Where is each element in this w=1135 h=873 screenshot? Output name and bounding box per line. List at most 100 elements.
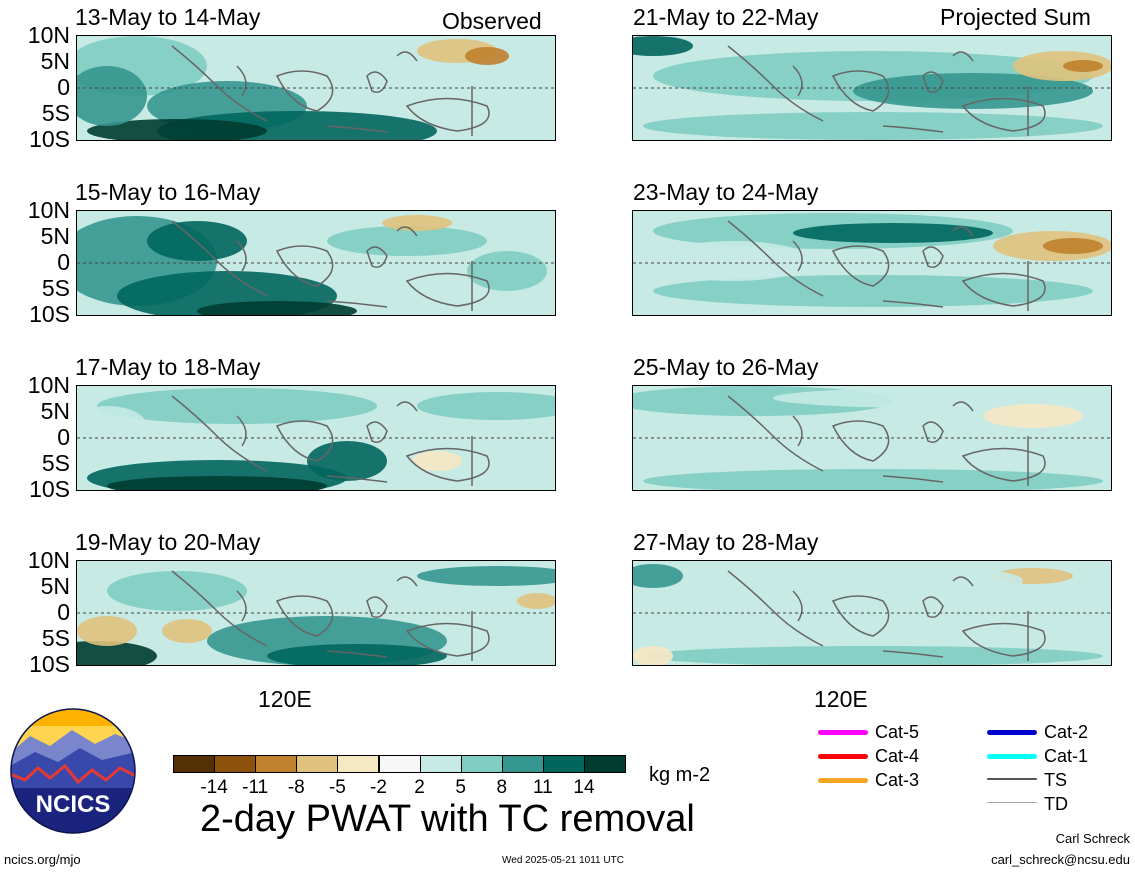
- coastline: [275, 70, 334, 112]
- footer-url: ncics.org/mjo: [4, 852, 81, 867]
- field-contour: [653, 241, 813, 281]
- coastline: [922, 421, 944, 443]
- coastline: [952, 226, 974, 237]
- field-contour: [653, 275, 1093, 307]
- colorbar-box: [501, 755, 544, 773]
- legend-swatch: [987, 730, 1037, 735]
- legend-label: TD: [1044, 794, 1068, 814]
- coastline: [405, 272, 490, 307]
- coastline: [792, 240, 803, 272]
- lat-tick-label: 5N: [40, 398, 70, 424]
- lat-tick-label: 10N: [27, 547, 70, 573]
- coastline: [922, 246, 944, 268]
- panel-title-left-2: 15-May to 16-May: [75, 179, 261, 205]
- coastline: [727, 395, 824, 472]
- field-contour: [347, 56, 467, 96]
- panel-title-left-4: 19-May to 20-May: [75, 529, 261, 555]
- lat-tick-label: 5S: [41, 625, 70, 651]
- coastline: [831, 420, 890, 462]
- lat-tick-label: 5N: [40, 223, 70, 249]
- field-contour: [197, 301, 357, 315]
- coastline: [396, 401, 418, 412]
- coastline: [792, 415, 803, 447]
- coastline: [405, 97, 490, 132]
- lat-tick-label: 10S: [29, 651, 70, 677]
- colorbar-tick-label: 8: [496, 777, 508, 798]
- coastline: [831, 245, 890, 287]
- lat-tick-label: 10S: [29, 126, 70, 152]
- coastline: [961, 97, 1046, 132]
- legend-swatch: [987, 778, 1037, 780]
- lat-tick-label: 5S: [41, 100, 70, 126]
- coastline: [727, 220, 824, 297]
- coastline: [326, 300, 388, 308]
- colorbar-box: [255, 755, 298, 773]
- coastline: [952, 51, 974, 62]
- lat-tick-label: 10S: [29, 301, 70, 327]
- colorbar-box: [419, 755, 462, 773]
- lat-tick-label: 5N: [40, 48, 70, 74]
- colorbar-tick-label: 5: [455, 777, 466, 798]
- projected-label: Projected Sum: [940, 4, 1091, 30]
- coastline: [792, 590, 803, 622]
- lon-label-left: 120E: [258, 686, 312, 712]
- coastline: [236, 240, 247, 272]
- colorbar-box: [214, 755, 257, 773]
- field-contour: [517, 593, 555, 609]
- panel-title-left-3: 17-May to 18-May: [75, 354, 261, 380]
- coastline: [882, 125, 944, 133]
- field-contour: [87, 119, 267, 140]
- coastline: [396, 576, 418, 587]
- logo-text: NCICS: [36, 791, 111, 818]
- coastline: [236, 415, 247, 447]
- map-panel-right-4: [632, 560, 1112, 666]
- coastline: [236, 65, 247, 97]
- legend-label: Cat-3: [875, 770, 920, 790]
- colorbar-tick-label: 11: [533, 777, 553, 798]
- coastline: [171, 45, 268, 122]
- colorbar-box: [460, 755, 503, 773]
- field-contour: [1063, 60, 1103, 72]
- field-contour: [327, 226, 487, 256]
- coastline: [366, 596, 388, 618]
- footer-timestamp: Wed 2025-05-21 1011 UTC: [502, 855, 624, 866]
- legend-label: Cat-4: [875, 746, 920, 766]
- field-contour: [307, 441, 387, 481]
- colorbar-box: [378, 755, 421, 773]
- coastline: [961, 447, 1046, 482]
- legend-swatch: [987, 802, 1037, 803]
- coastline: [882, 650, 944, 658]
- field-contour: [1043, 238, 1103, 254]
- field-contour: [147, 221, 247, 261]
- lat-tick-label: 10S: [29, 476, 70, 502]
- coastline: [366, 421, 388, 443]
- field-contour: [633, 444, 1053, 468]
- lat-tick-label: 0: [57, 74, 70, 100]
- field-contour: [412, 451, 462, 471]
- field-contour: [683, 606, 863, 636]
- colorbar-box: [173, 755, 216, 773]
- map-panel-right-1: [632, 35, 1112, 141]
- coastline: [275, 420, 334, 462]
- field-contour: [793, 223, 993, 243]
- coastline: [326, 125, 388, 133]
- field-contour: [465, 47, 509, 65]
- panel-title-right-3: 25-May to 26-May: [633, 354, 819, 380]
- colorbar-box: [584, 755, 627, 773]
- panel-title-right-4: 27-May to 28-May: [633, 529, 819, 555]
- field-contour: [853, 73, 1093, 109]
- legend-label: Cat-2: [1044, 722, 1089, 742]
- field-contour: [77, 66, 147, 126]
- lat-tick-label: 0: [57, 424, 70, 450]
- coastline: [396, 226, 418, 237]
- field-contour: [1013, 51, 1111, 81]
- legend-swatch: [987, 754, 1037, 759]
- coastline: [326, 475, 388, 483]
- coastline: [961, 272, 1046, 307]
- panel-title-right-2: 23-May to 24-May: [633, 179, 819, 205]
- field-contour: [633, 564, 683, 588]
- field-contour: [77, 616, 137, 646]
- colorbar-tick-label: -11: [242, 777, 269, 798]
- colorbar-tick-label: 14: [573, 777, 595, 798]
- map-panel-left-2: [76, 210, 556, 316]
